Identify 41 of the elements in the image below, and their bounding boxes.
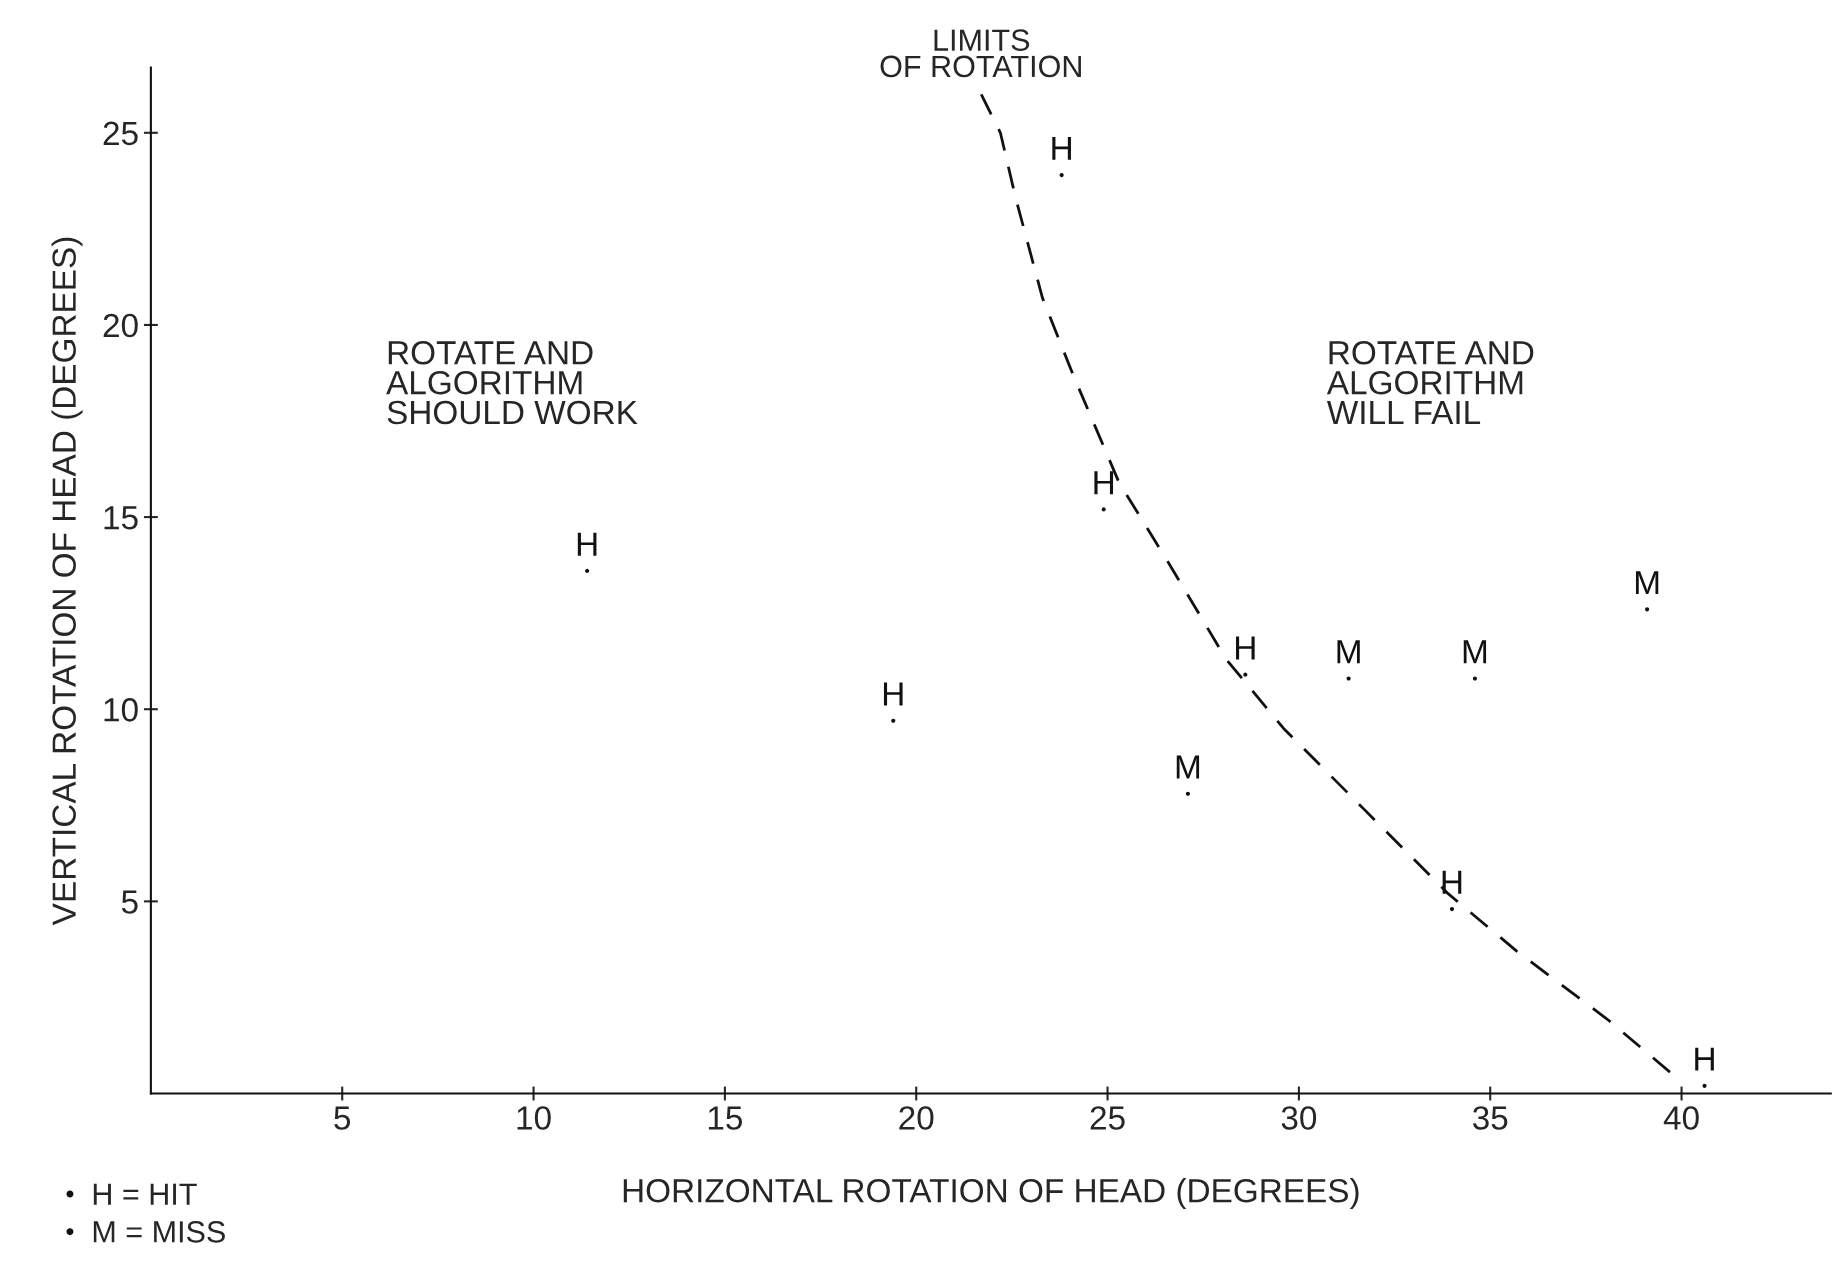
data-label: H: [1052, 136, 1071, 160]
point: [1645, 607, 1650, 612]
point: [1702, 1083, 1707, 1088]
point: [891, 718, 896, 723]
data-label: H: [883, 682, 903, 706]
series-label: LIMITS OF ROTATION: [880, 29, 1081, 78]
data-label: H: [1695, 1047, 1714, 1071]
point: [1059, 172, 1064, 178]
x-tick-label: 25: [1090, 1106, 1125, 1130]
x-tick-label: 10: [517, 1106, 551, 1130]
point: [1185, 791, 1190, 796]
point: [1449, 906, 1455, 912]
point: [1472, 676, 1477, 681]
y-tick-label: 25: [103, 121, 138, 146]
data-label: M: [1337, 640, 1360, 664]
data-label: M: [1463, 640, 1487, 664]
point: [1101, 507, 1106, 512]
y-tick-label: 10: [104, 698, 138, 722]
x-tick-label: 5: [334, 1106, 351, 1130]
annotation: ROTATE AND ALGORITHM SHOULD WORK: [386, 341, 638, 425]
x-tick-label: 30: [1281, 1106, 1317, 1130]
x-tick-label: 15: [708, 1106, 743, 1130]
data-label: M: [1635, 571, 1659, 595]
data-label: H: [1094, 471, 1114, 495]
point: [1243, 672, 1248, 677]
x-axis-title: HORIZONTAL ROTATION OF HEAD (DEGREES): [623, 1178, 1359, 1210]
y-tick-label: 5: [121, 890, 138, 914]
y-tick-label: 15: [104, 506, 138, 530]
data-label: H: [1236, 636, 1255, 660]
data-label: H: [1442, 870, 1462, 894]
y-tick-label: 20: [103, 313, 138, 338]
legend-label: M = MISS: [93, 1221, 225, 1243]
annotation: ROTATE AND ALGORITHM WILL FAIL: [1326, 341, 1534, 425]
legend-label: H = HIT: [93, 1183, 197, 1205]
x-tick-label: 35: [1472, 1106, 1508, 1130]
y-axis-title: VERTICAL ROTATION OF HEAD (DEGREES): [51, 237, 83, 926]
point: [585, 568, 590, 573]
x-tick-label: 20: [899, 1106, 934, 1130]
x-tick-label: 40: [1663, 1106, 1699, 1130]
data-label: M: [1176, 755, 1200, 779]
data-label: H: [577, 532, 597, 556]
